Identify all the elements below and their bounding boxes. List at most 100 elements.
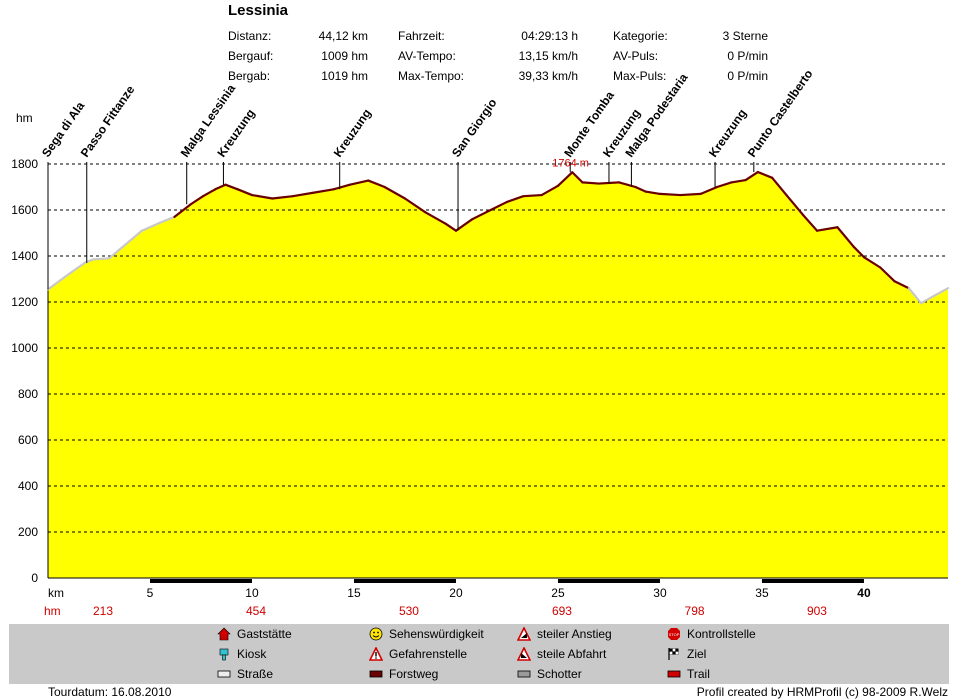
legend-label: Straße xyxy=(237,667,274,681)
x-tick-label: 20 xyxy=(449,586,463,600)
profile-segment xyxy=(581,181,600,185)
profile-segment xyxy=(934,287,950,297)
stat-value: 3 Sterne xyxy=(722,29,768,43)
legend-item: Kiosk xyxy=(217,647,266,661)
y-tick-label: 0 xyxy=(31,571,38,585)
profile-segment xyxy=(403,197,427,214)
profile-segment xyxy=(679,192,702,197)
finish-flag-icon xyxy=(667,647,681,661)
legend-label: Trail xyxy=(687,667,710,681)
profile-segment xyxy=(919,294,937,305)
profile-segment xyxy=(124,229,143,246)
profile-segment xyxy=(271,195,294,200)
profile-segment xyxy=(471,208,492,221)
profile-segment xyxy=(852,245,866,259)
x-tick-label: 15 xyxy=(347,586,361,600)
legend-label: Ziel xyxy=(687,647,707,661)
kiosk-icon xyxy=(217,647,231,661)
y-tick-label: 400 xyxy=(18,479,38,493)
legend-item: Straße xyxy=(217,667,273,681)
stat-label: AV-Puls: xyxy=(613,49,659,63)
profile-segment xyxy=(250,193,274,200)
stat-value: 0 P/min xyxy=(727,69,768,83)
legend-item: Schotter xyxy=(517,667,582,681)
profile-segment xyxy=(108,243,127,260)
hm-row-label: hm xyxy=(44,604,61,618)
steep-up-icon xyxy=(516,626,532,641)
profile-segment xyxy=(907,287,923,305)
waypoint-label: Passo Fittanze xyxy=(78,83,138,160)
legend-label: Forstweg xyxy=(389,667,439,681)
profile-segment xyxy=(634,185,647,193)
x-tick-label: 40 xyxy=(857,586,871,600)
waypoint-label: Kreuzung xyxy=(706,106,749,159)
profile-segment xyxy=(67,261,86,276)
profile-segment xyxy=(444,222,458,232)
profile-segment xyxy=(571,171,584,184)
hm-row-value: 530 xyxy=(399,604,419,618)
strasse-swatch xyxy=(217,667,231,681)
profile-segment xyxy=(618,181,637,189)
profile-segment xyxy=(756,170,774,179)
profile-segment xyxy=(730,179,747,184)
profile-segment xyxy=(540,184,560,197)
profile-segment xyxy=(159,215,176,224)
y-tick-label: 1800 xyxy=(11,157,38,171)
y-tick-label: 600 xyxy=(18,433,38,447)
legend-item: Ziel xyxy=(667,647,706,661)
stat-label: Max-Tempo: xyxy=(398,69,465,83)
legend-item: Forstweg xyxy=(369,667,438,681)
forstweg-swatch xyxy=(369,667,383,681)
profile-segment xyxy=(424,211,447,225)
stat-value: 04:29:13 h xyxy=(521,29,578,43)
legend-label: Gefahrenstelle xyxy=(389,647,468,661)
stat-label: AV-Tempo: xyxy=(398,49,456,63)
legend-label: Kontrollstelle xyxy=(687,627,756,641)
profile-segment xyxy=(454,218,474,232)
profile-segment xyxy=(771,176,788,197)
profile-segment xyxy=(522,193,543,198)
profile-segment xyxy=(224,183,239,191)
legend: Gaststätte Sehenswürdigkeit steiler Anst… xyxy=(9,624,949,684)
stat-label: Fahrzeit: xyxy=(398,29,445,43)
credit-text: Profil created by HRMProfil (c) 98-2009 … xyxy=(696,685,948,699)
legend-label: Gaststätte xyxy=(237,627,292,641)
profile-segment xyxy=(801,213,819,232)
profile-segment xyxy=(715,181,733,189)
surface-segment xyxy=(557,579,660,583)
legend-label: steiler Anstieg xyxy=(537,627,612,641)
stop-icon: STOP xyxy=(667,627,681,641)
legend-item: Gaststätte xyxy=(217,627,292,641)
y-tick-label: 1400 xyxy=(11,249,38,263)
profile-segment xyxy=(879,266,896,283)
profile-segment xyxy=(383,185,407,200)
legend-label: steile Abfahrt xyxy=(537,647,607,661)
profile-segment xyxy=(46,273,70,291)
x-tick-label: 25 xyxy=(551,586,565,600)
y-tick-label: 200 xyxy=(18,525,38,539)
legend-item: STOP Kontrollstelle xyxy=(667,627,756,641)
schotter-swatch xyxy=(517,667,531,681)
profile-segment xyxy=(173,203,192,218)
y-tick-label: 1200 xyxy=(11,295,38,309)
y-tick-label: 800 xyxy=(18,387,38,401)
profile-segment xyxy=(658,192,682,197)
profile-segment xyxy=(332,183,352,191)
stat-value: 1009 hm xyxy=(321,49,368,63)
legend-item: steiler Anstieg xyxy=(516,626,612,641)
profile-segment xyxy=(862,256,882,269)
stat-label: Bergauf: xyxy=(228,49,274,63)
stat-value: 39,33 km/h xyxy=(518,69,578,83)
stat-value: 1019 hm xyxy=(321,69,368,83)
profile-segment xyxy=(367,179,386,189)
chart-title: Lessinia xyxy=(228,2,289,19)
profile-segment xyxy=(815,226,839,232)
profile-segment xyxy=(140,221,162,232)
surface-segment xyxy=(761,579,864,583)
profile-segment xyxy=(505,195,525,204)
trail-swatch xyxy=(667,667,681,681)
profile-segment xyxy=(744,170,759,182)
profile-segment xyxy=(699,185,719,195)
stat-label: Max-Puls: xyxy=(613,69,667,83)
